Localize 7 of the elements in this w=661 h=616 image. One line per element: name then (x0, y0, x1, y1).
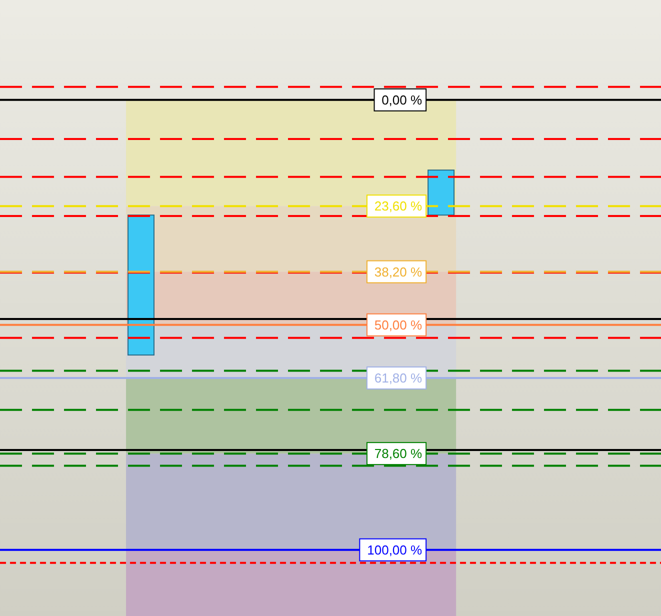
y-tick-label: 38,20 % (374, 264, 423, 280)
y-tick-label: 0,00 % (382, 92, 422, 108)
y-tick-label: 61,80 % (374, 370, 423, 386)
y-tick-label: 100,00 % (367, 542, 422, 558)
y-tick-label: 50,00 % (374, 317, 423, 332)
y-tick-label: 78,60 % (374, 446, 423, 462)
y-tick-label: 23,60 % (374, 198, 423, 214)
